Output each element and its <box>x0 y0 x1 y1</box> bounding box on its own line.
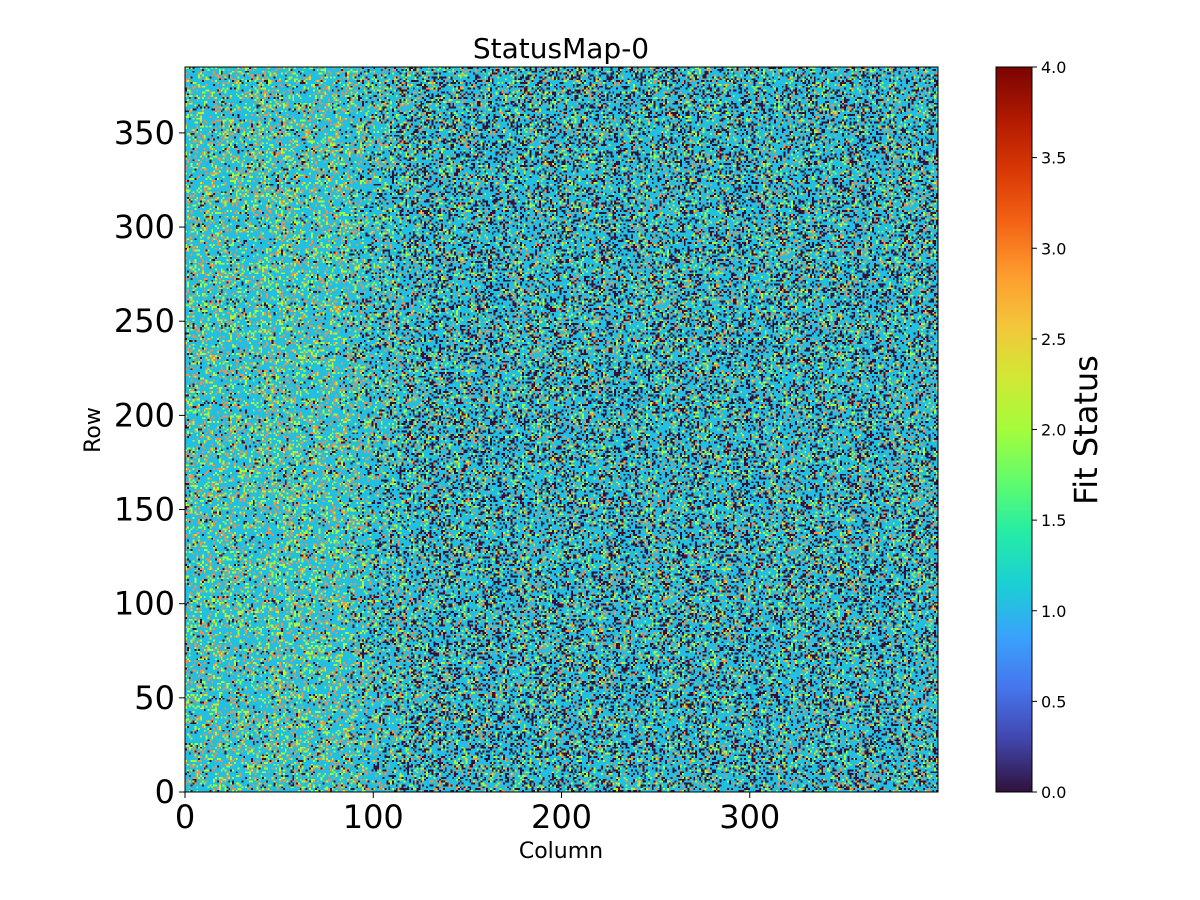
y-axis: 0 50 100 150 200 250 300 350 <box>114 114 185 811</box>
y-tick-label: 0 <box>155 773 175 811</box>
colorbar-tick-label: 1.0 <box>1041 602 1066 621</box>
colorbar <box>995 66 1033 793</box>
colorbar-tick-label: 2.5 <box>1041 330 1066 349</box>
x-axis-label: Column <box>519 839 603 864</box>
x-tick-label: 100 <box>343 798 404 836</box>
x-tick-label: 300 <box>719 798 780 836</box>
colorbar-tick-label: 2.0 <box>1041 421 1066 440</box>
x-tick-label: 200 <box>531 798 592 836</box>
colorbar-tick-label: 3.0 <box>1041 239 1066 258</box>
colorbar-tick-label: 0.0 <box>1041 783 1066 802</box>
y-tick-label: 150 <box>114 491 175 529</box>
colorbar-tick-label: 1.5 <box>1041 511 1066 530</box>
x-tick-label: 0 <box>175 798 195 836</box>
y-tick-label: 100 <box>114 585 175 623</box>
colorbar-tick-label: 4.0 <box>1041 58 1066 77</box>
y-tick-label: 250 <box>114 302 175 340</box>
y-tick-label: 50 <box>134 679 175 717</box>
colorbar-label: Fit Status <box>1067 355 1105 505</box>
y-tick-label: 200 <box>114 396 175 434</box>
chart-title: StatusMap-0 <box>473 32 649 65</box>
y-axis-label: Row <box>81 407 106 453</box>
x-axis: 0 100 200 300 <box>175 792 780 836</box>
heatmap-image-container <box>185 67 938 792</box>
heatmap-image <box>185 67 938 792</box>
colorbar-axis: 0.0 0.5 1.0 1.5 2.0 2.5 3.0 3.5 4.0 <box>1032 58 1066 802</box>
colorbar-tick-label: 3.5 <box>1041 149 1066 168</box>
y-tick-label: 300 <box>114 208 175 246</box>
y-tick-label: 350 <box>114 114 175 152</box>
colorbar-tick-label: 0.5 <box>1041 692 1066 711</box>
